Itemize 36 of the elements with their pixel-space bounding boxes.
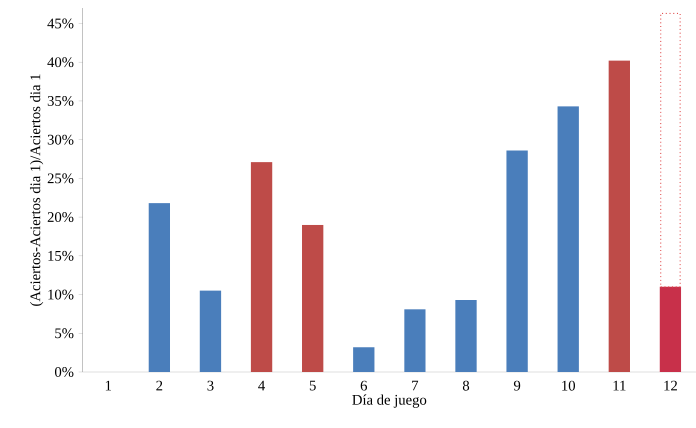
y-tick-label: 30%	[48, 134, 74, 145]
x-tick-label: 2	[156, 380, 162, 390]
y-tick-label: 40%	[47, 57, 74, 68]
x-tick-label: 1	[106, 380, 112, 390]
x-tick-label: 8	[462, 380, 470, 391]
bar	[660, 12, 681, 288]
bar	[660, 286, 682, 372]
bar	[608, 60, 630, 372]
x-tick-label: 3	[207, 380, 214, 391]
x-tick-label: 5	[310, 380, 316, 390]
bar	[353, 347, 374, 372]
y-tick-label: 45%	[47, 18, 74, 28]
x-tick-label: 10	[562, 380, 575, 391]
bar	[148, 203, 170, 372]
y-tick-label: 10%	[48, 290, 74, 300]
y-tick-label: 20%	[48, 212, 74, 222]
bar	[250, 162, 272, 372]
y-tick-label: 5%	[55, 328, 74, 338]
x-tick-label: 4	[258, 380, 266, 390]
x-axis-title: Día de juego	[352, 394, 426, 408]
y-tick-label: 25%	[48, 173, 74, 184]
bar	[200, 290, 222, 372]
x-tick-label: 12	[664, 380, 677, 390]
x-tick-label: 7	[412, 380, 418, 390]
y-axis-title: (Aciertos-Aciertos dia 1)/Aciertos dia 1	[30, 74, 44, 306]
bar	[506, 150, 528, 372]
bar	[558, 106, 579, 372]
y-tick-label: 35%	[48, 96, 74, 106]
y-tick-label: 15%	[48, 250, 74, 261]
x-tick-label: 11	[614, 380, 626, 390]
bar	[404, 309, 426, 372]
bar	[455, 300, 477, 372]
bar	[302, 224, 324, 372]
x-tick-label: 9	[514, 380, 520, 391]
x-tick-label: 6	[360, 380, 368, 391]
y-tick-label: 0%	[54, 367, 74, 377]
